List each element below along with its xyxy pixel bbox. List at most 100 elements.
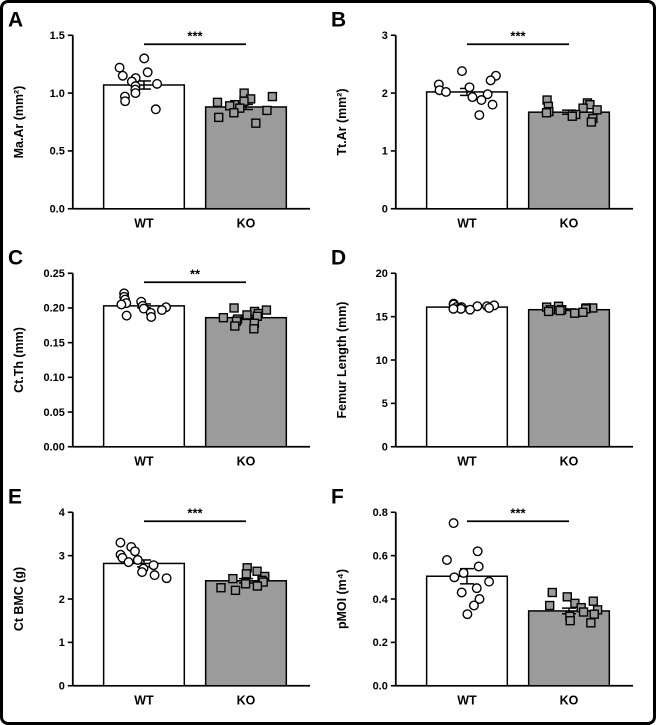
y-tick-label: 1 [59, 637, 65, 649]
y-tick-label: 0.10 [43, 373, 64, 385]
panel-letter: B [331, 8, 346, 31]
data-point-ko [252, 566, 262, 576]
data-point-wt [156, 305, 167, 316]
y-tick-label: 0 [382, 204, 388, 216]
data-point-wt [152, 79, 163, 89]
y-axis-label: Tt.Ar (mm²) [335, 89, 349, 156]
data-point-wt [471, 582, 482, 593]
data-point-ko [261, 305, 272, 316]
data-point-wt [139, 53, 150, 64]
data-point-ko [586, 117, 597, 127]
y-axis-label: Ct BMC (g) [12, 567, 26, 631]
data-point-wt [121, 311, 132, 322]
data-point-wt [146, 312, 157, 323]
data-point-ko [229, 303, 239, 314]
panel-a: A Ma.Ar (mm²) 0.0 0.5 1.0 1.5 WT KO *** [5, 5, 328, 243]
data-point-wt [123, 556, 134, 567]
data-point-wt [149, 569, 160, 580]
data-point-wt [485, 75, 496, 86]
data-point-wt [129, 546, 140, 557]
y-tick-label: 0.0 [50, 204, 65, 216]
data-point-ko [240, 578, 251, 589]
data-point-ko [567, 111, 577, 122]
x-category-label: KO [560, 217, 579, 231]
panel-b: B Tt.Ar (mm²) 0 1 2 3 WT KO *** [328, 5, 651, 243]
data-point-ko [229, 108, 239, 118]
data-point-wt [484, 576, 495, 587]
data-point-ko [541, 108, 552, 118]
panel-c: C Ct.Th (mm) 0.00 0.05 0.10 0.15 0.20 0.25 WT KO *… [5, 243, 328, 481]
data-point-ko [252, 581, 263, 591]
chart-a: A Ma.Ar (mm²) 0.0 0.5 1.0 1.5 WT KO *** [8, 8, 311, 231]
y-axis-label: Ct.Th (mm) [12, 328, 26, 394]
data-point-ko [578, 103, 588, 113]
bar-wt [425, 575, 509, 687]
bar-wt [102, 305, 186, 448]
chart-d: D Femur Length (mm) 0 5 10 15 20 WT KO [331, 247, 634, 469]
bar-wt [102, 84, 186, 210]
panel-letter: F [331, 485, 344, 508]
data-point-wt [462, 609, 473, 619]
data-point-wt [456, 587, 467, 598]
panel-letter: E [8, 485, 22, 508]
data-point-ko [216, 582, 226, 593]
y-tick-label: 3 [382, 30, 388, 42]
data-point-wt [161, 573, 172, 583]
x-category-label: WT [457, 455, 477, 469]
significance-stars: ** [190, 267, 201, 282]
x-category-label: WT [134, 693, 154, 707]
data-point-wt [132, 554, 143, 565]
data-point-wt [474, 593, 485, 604]
y-tick-label: 4 [59, 507, 66, 519]
bar-ko [204, 579, 288, 687]
data-point-ko [262, 105, 272, 116]
y-tick-label: 1 [382, 146, 388, 158]
x-category-label: WT [457, 693, 477, 707]
data-point-ko [586, 617, 596, 628]
data-point-wt [116, 299, 127, 310]
data-point-wt [115, 537, 126, 548]
significance-stars: *** [510, 506, 526, 521]
y-tick-label: 20 [376, 269, 388, 281]
data-point-ko [578, 308, 588, 318]
data-point-wt [474, 110, 485, 121]
data-point-ko [249, 324, 259, 334]
y-tick-label: 3 [59, 550, 65, 562]
data-point-wt [148, 560, 159, 570]
data-point-wt [476, 95, 487, 106]
chart-e: E Ct BMC (g) 0 1 2 3 4 WT KO *** [8, 485, 311, 707]
y-axis-label: Femur Length (mm) [335, 302, 349, 419]
chart-c: C Ct.Th (mm) 0.00 0.05 0.10 0.15 0.20 0.25 WT KO *… [8, 247, 311, 469]
y-tick-label: 2 [382, 88, 388, 100]
y-tick-label: 0.25 [43, 269, 64, 281]
data-point-wt [464, 82, 475, 93]
y-tick-label: 0.05 [43, 407, 64, 419]
y-tick-label: 0.00 [43, 442, 64, 454]
data-point-wt [440, 87, 451, 98]
bar-ko [204, 106, 288, 210]
data-point-wt [472, 546, 483, 557]
data-point-wt [448, 304, 459, 315]
data-point-wt [150, 104, 161, 115]
data-point-wt [117, 70, 128, 81]
data-point-ko [218, 313, 229, 323]
data-point-wt [468, 600, 479, 611]
data-point-wt [473, 561, 484, 572]
y-tick-label: 0 [382, 442, 388, 454]
data-point-ko [251, 118, 261, 129]
data-point-wt [120, 96, 131, 107]
data-point-ko [241, 568, 252, 579]
data-point-ko [543, 307, 554, 317]
bar-wt [425, 91, 509, 210]
data-point-ko [592, 105, 602, 115]
data-point-wt [142, 67, 153, 78]
panel-letter: A [8, 8, 23, 31]
data-point-wt [465, 305, 476, 316]
data-point-wt [487, 99, 498, 110]
y-axis-label: pMOI (m⁴) [335, 569, 349, 629]
panel-letter: D [331, 247, 346, 270]
data-point-wt [448, 517, 459, 528]
data-point-wt [114, 62, 125, 73]
data-point-ko [267, 92, 278, 102]
